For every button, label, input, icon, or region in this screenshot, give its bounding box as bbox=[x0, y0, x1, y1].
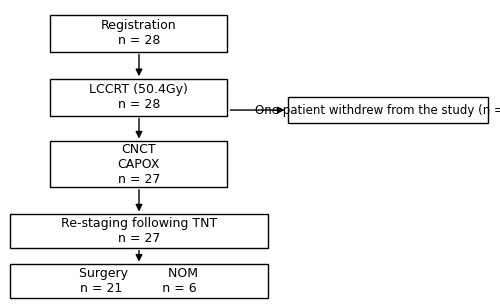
Text: Surgery          NOM
n = 21          n = 6: Surgery NOM n = 21 n = 6 bbox=[79, 267, 198, 295]
Text: CNCT
CAPOX
n = 27: CNCT CAPOX n = 27 bbox=[118, 143, 160, 186]
FancyBboxPatch shape bbox=[10, 264, 268, 298]
FancyBboxPatch shape bbox=[50, 141, 228, 187]
FancyBboxPatch shape bbox=[50, 79, 228, 116]
Text: LCCRT (50.4Gy)
n = 28: LCCRT (50.4Gy) n = 28 bbox=[90, 83, 188, 111]
FancyBboxPatch shape bbox=[10, 214, 268, 248]
Text: Re-staging following TNT
n = 27: Re-staging following TNT n = 27 bbox=[60, 217, 217, 245]
FancyBboxPatch shape bbox=[288, 97, 488, 123]
Text: Registration
n = 28: Registration n = 28 bbox=[101, 19, 176, 47]
FancyBboxPatch shape bbox=[50, 15, 228, 52]
Text: One patient withdrew from the study (n = 1): One patient withdrew from the study (n =… bbox=[255, 104, 500, 117]
